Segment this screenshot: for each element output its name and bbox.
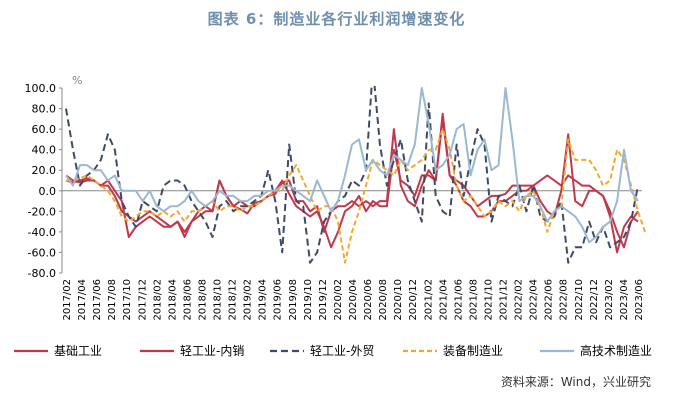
- x-tick-label: 2017/02: [62, 279, 73, 321]
- x-tick-label: 2018/04: [167, 279, 178, 321]
- x-tick-label: 2023/04: [619, 279, 630, 321]
- y-tick-label: 100.0: [25, 82, 57, 95]
- y-tick-label: -80.0: [28, 267, 56, 280]
- y-tick-label: 60.0: [32, 123, 57, 136]
- x-tick-label: 2020/10: [393, 279, 404, 321]
- x-tick-label: 2017/12: [137, 279, 148, 321]
- x-tick-label: 2019/12: [318, 279, 329, 321]
- y-tick-label: 20.0: [32, 164, 57, 177]
- series-line-2: [65, 117, 639, 249]
- x-tick-label: 2019/04: [258, 279, 269, 321]
- y-tick-label: -40.0: [28, 226, 56, 239]
- series-line-5: [65, 87, 639, 244]
- x-tick-label: 2020/12: [408, 279, 419, 321]
- chart-title: 图表 6：制造业各行业利润增速变化: [207, 10, 466, 28]
- x-tick-label: 2021/04: [438, 279, 449, 321]
- y-tick-label: -20.0: [28, 205, 56, 218]
- x-tick-label: 2017/08: [107, 279, 118, 321]
- x-tick-label: 2017/04: [77, 279, 88, 321]
- x-tick-label: 2020/08: [378, 279, 389, 321]
- y-tick-label: 40.0: [32, 144, 57, 157]
- source-note: 资料来源：Wind，兴业研究: [500, 375, 651, 389]
- x-tick-label: 2022/10: [574, 279, 585, 321]
- x-tick-label: 2019/08: [288, 279, 299, 321]
- x-tick-label: 2021/12: [499, 279, 510, 321]
- x-tick-label: 2018/10: [213, 279, 224, 321]
- x-tick-label: 2018/02: [152, 279, 163, 321]
- legend-label: 基础工业: [54, 344, 102, 358]
- x-tick-label: 2023/06: [634, 279, 645, 321]
- series-line-3: [65, 86, 639, 264]
- x-tick-label: 2022/04: [529, 279, 540, 321]
- x-tick-label: 2020/02: [333, 279, 344, 321]
- x-tick-label: 2017/06: [92, 279, 103, 321]
- x-tick-label: 2020/04: [348, 279, 359, 321]
- series-line-1: [65, 112, 639, 254]
- y-axis-label: %: [72, 74, 82, 87]
- x-tick-label: 2021/02: [423, 279, 434, 321]
- y-tick-label: -60.0: [28, 246, 56, 259]
- x-tick-label: 2017/10: [122, 279, 133, 321]
- x-tick-label: 2021/10: [483, 279, 494, 321]
- x-tick-label: 2019/02: [243, 279, 254, 321]
- x-tick-label: 2021/06: [453, 279, 464, 321]
- legend-label: 装备制造业: [443, 344, 503, 358]
- x-tick-label: 2022/08: [559, 279, 570, 321]
- x-tick-label: 2018/08: [197, 279, 208, 321]
- legend-label: 轻工业-外贸: [310, 344, 374, 358]
- x-tick-label: 2022/06: [544, 279, 555, 321]
- legend-label: 轻工业-内销: [180, 344, 244, 358]
- series-line-4: [66, 128, 646, 264]
- x-tick-label: 2023/02: [604, 279, 615, 321]
- x-tick-label: 2022/12: [589, 279, 600, 321]
- x-tick-label: 2018/12: [228, 279, 239, 321]
- x-tick-label: 2021/08: [468, 279, 479, 321]
- x-tick-label: 2019/06: [273, 279, 284, 321]
- x-tick-label: 2020/06: [363, 279, 374, 321]
- y-tick-label: 80.0: [32, 103, 57, 116]
- x-tick-label: 2022/02: [514, 279, 525, 321]
- legend-label: 高技术制造业: [580, 343, 652, 358]
- y-tick-label: 0.0: [39, 185, 57, 198]
- x-tick-label: 2019/10: [303, 279, 314, 321]
- x-tick-label: 2018/06: [182, 279, 193, 321]
